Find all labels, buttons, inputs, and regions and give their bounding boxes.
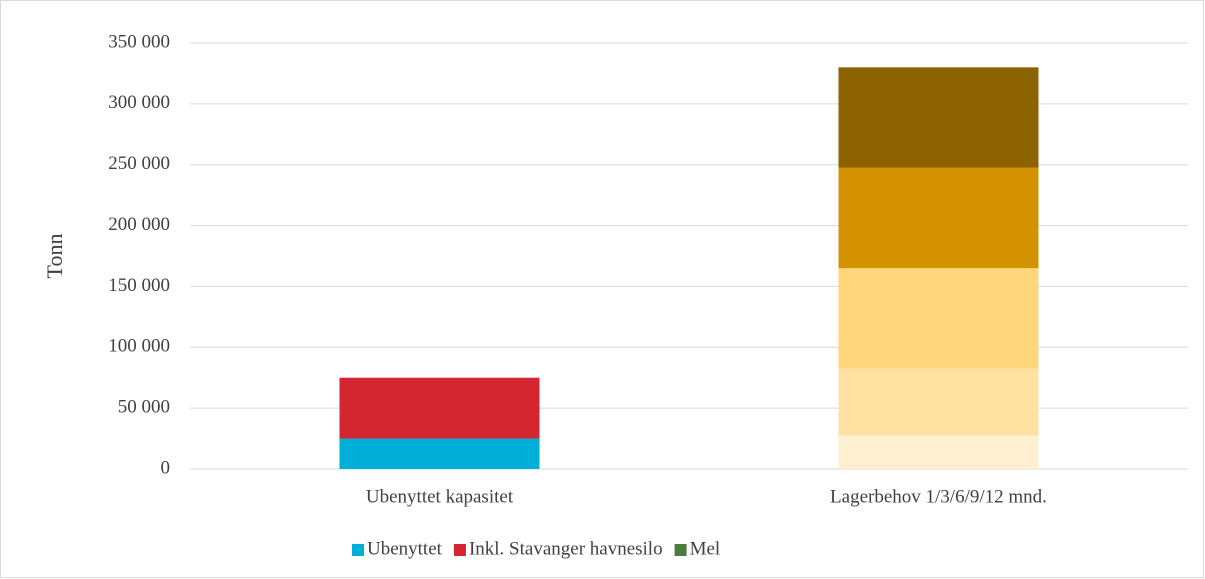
y-axis-label: Tonn [42,234,67,279]
y-tick-label: 50 000 [118,397,170,418]
y-tick-label: 200 000 [108,214,170,235]
bar-segment [838,368,1039,436]
legend-label: Inkl. Stavanger havnesilo [469,538,663,559]
legend-swatch [453,544,466,556]
bar-segment [838,67,1039,168]
y-tick-label: 300 000 [108,92,170,113]
x-tick-label: Ubenyttet kapasitet [366,486,514,507]
legend-swatch [352,544,364,556]
y-tick-label: 250 000 [108,153,170,174]
bar-segment [838,435,1039,469]
bar-segment [838,268,1039,369]
y-tick-label: 350 000 [108,31,170,52]
y-tick-label: 0 [161,457,171,478]
bar-segment [339,438,540,469]
bar-segment [339,377,540,439]
legend-label: Ubenyttet [367,538,443,559]
legend-swatch [674,544,687,556]
y-tick-label: 150 000 [108,275,170,296]
bar-segment [838,167,1039,269]
x-tick-label: Lagerbehov 1/3/6/9/12 mnd. [830,486,1047,507]
y-tick-label: 100 000 [108,336,170,357]
legend-label: Mel [690,538,721,559]
